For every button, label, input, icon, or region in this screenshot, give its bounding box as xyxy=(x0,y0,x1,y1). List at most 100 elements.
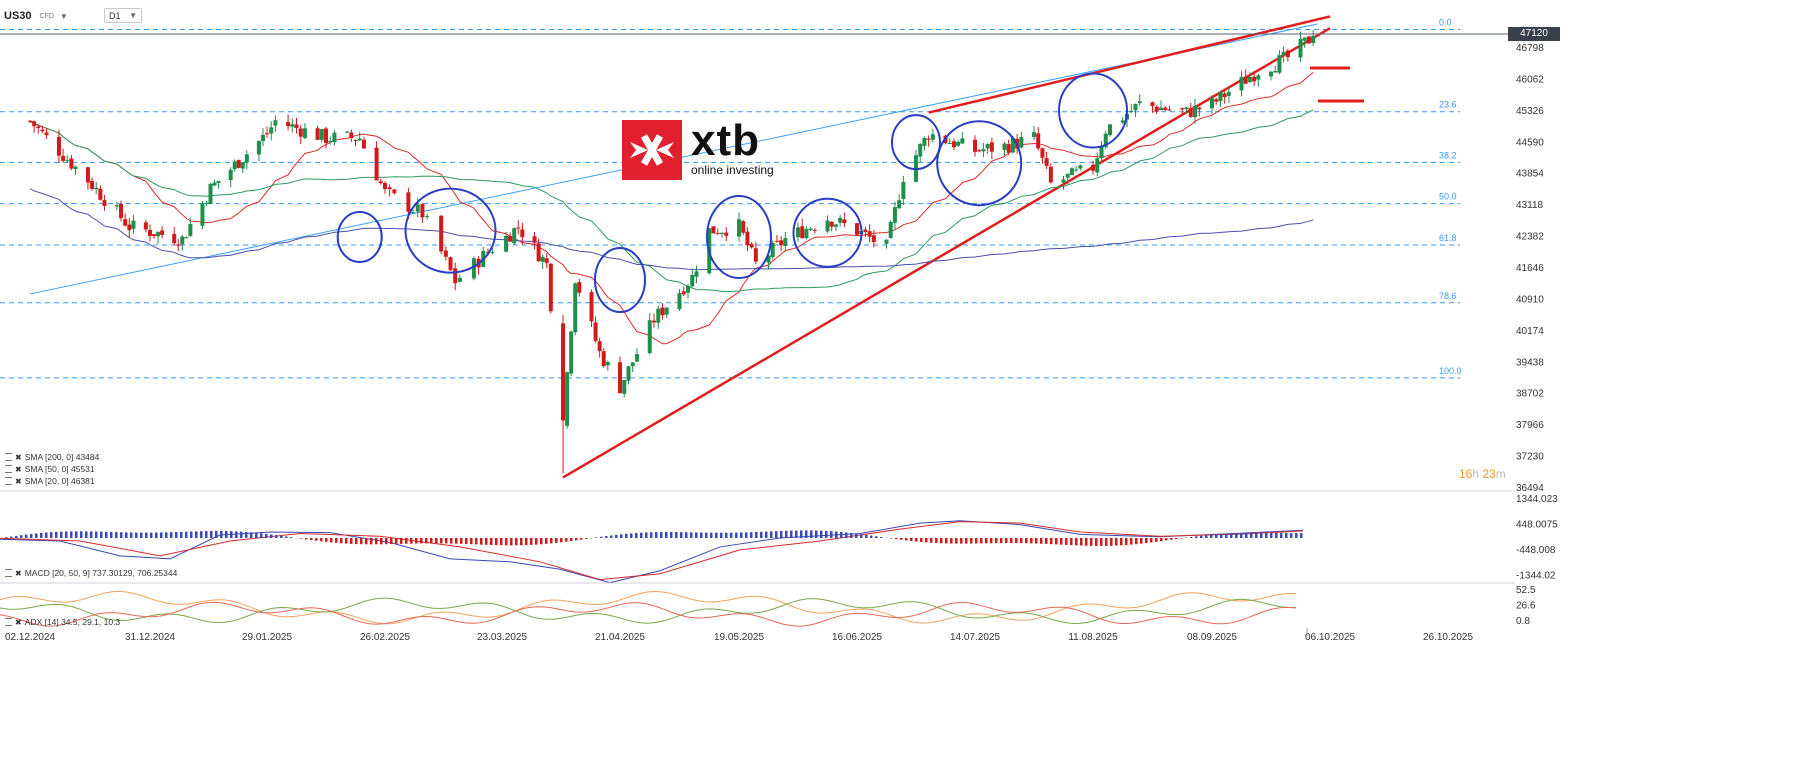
symbol-name: US30 xyxy=(4,10,32,22)
macd-histogram-bar xyxy=(485,538,488,545)
close-icon[interactable]: ✖ xyxy=(15,452,22,462)
candle-body xyxy=(1210,98,1214,109)
fib-level-label: 78.6 xyxy=(1439,291,1457,301)
macd-histogram-bar xyxy=(990,538,993,544)
indicator-sma200[interactable]: ✖ SMA [200, 0] 43484 xyxy=(5,452,99,462)
candle-body xyxy=(573,283,578,333)
sma200-line xyxy=(29,188,1314,271)
timer-hours-unit: h xyxy=(1472,467,1480,481)
macd-histogram-bar xyxy=(585,538,588,539)
candle-body xyxy=(1226,91,1231,96)
indicator-macd[interactable]: ✖ MACD [20, 50, 9] 737.30129, 706.25344 xyxy=(5,568,177,578)
adx-y-tick: 0.8 xyxy=(1516,616,1530,627)
macd-histogram-bar xyxy=(1140,538,1143,544)
macd-histogram-bar xyxy=(140,532,143,539)
macd-histogram-bar xyxy=(905,538,908,541)
macd-histogram-bar xyxy=(980,538,983,544)
candle-body xyxy=(1306,36,1311,44)
candle-body xyxy=(411,212,416,214)
macd-histogram-bar xyxy=(365,538,368,545)
macd-histogram-bar xyxy=(1225,533,1228,539)
macd-histogram-bar xyxy=(715,532,718,539)
macd-histogram-bar xyxy=(440,538,443,544)
macd-histogram-bar xyxy=(25,534,28,539)
macd-histogram-bar xyxy=(1035,538,1038,544)
candle-body xyxy=(918,143,923,157)
indicator-sma20[interactable]: ✖ SMA [20, 0] 46381 xyxy=(5,476,95,486)
candle-body xyxy=(977,150,982,152)
macd-histogram-bar xyxy=(1205,535,1208,539)
candle-body xyxy=(593,322,598,341)
close-icon[interactable]: ✖ xyxy=(15,617,22,627)
candle-body xyxy=(577,282,582,293)
candle-body xyxy=(85,167,90,183)
macd-histogram-bar xyxy=(105,531,108,539)
candle-body xyxy=(1065,173,1070,178)
macd-histogram-bar xyxy=(60,531,63,539)
macd-histogram-bar xyxy=(975,538,978,544)
indicator-sma50[interactable]: ✖ SMA [50, 0] 45531 xyxy=(5,464,95,474)
indicator-settings-icon[interactable] xyxy=(5,618,12,626)
macd-histogram-bar xyxy=(1100,538,1103,546)
candle-body xyxy=(677,293,682,310)
macd-histogram-bar xyxy=(315,538,318,541)
macd-histogram-bar xyxy=(65,531,68,539)
candle-body xyxy=(1193,105,1197,118)
macd-histogram-bar xyxy=(410,538,413,544)
macd-histogram-bar xyxy=(770,531,773,539)
macd-histogram-bar xyxy=(895,538,898,540)
macd-histogram-bar xyxy=(415,538,418,544)
macd-histogram-bar xyxy=(675,532,678,539)
indicator-settings-icon[interactable] xyxy=(5,477,12,485)
chevron-down-icon[interactable]: ▼ xyxy=(129,11,137,20)
candle-body xyxy=(686,285,690,293)
candle-body xyxy=(1252,76,1257,82)
macd-histogram-bar xyxy=(755,531,758,539)
candle-body xyxy=(783,238,788,246)
candle-body xyxy=(947,142,952,144)
macd-histogram-bar xyxy=(1155,538,1158,542)
macd-histogram-bar xyxy=(780,530,783,538)
macd-histogram-bar xyxy=(1235,533,1238,539)
macd-histogram-bar xyxy=(740,532,743,538)
close-icon[interactable]: ✖ xyxy=(15,464,22,474)
macd-histogram-bar xyxy=(950,538,953,544)
symbol-sub: CFD xyxy=(39,12,54,20)
macd-histogram-bar xyxy=(730,532,733,539)
macd-histogram-bar xyxy=(810,530,813,538)
macd-line xyxy=(0,520,1304,584)
macd-histogram-bar xyxy=(30,533,33,539)
adx-panel xyxy=(0,590,1297,627)
sma50-line xyxy=(29,109,1314,293)
macd-histogram-bar xyxy=(665,532,668,539)
indicator-settings-icon[interactable] xyxy=(5,465,12,473)
macd-histogram-bar xyxy=(825,530,828,538)
candle-body xyxy=(40,129,45,132)
macd-histogram-bar xyxy=(70,531,73,538)
macd-histogram-bar xyxy=(620,534,623,538)
indicator-label: SMA [50, 0] 45531 xyxy=(24,464,95,474)
indicator-adx[interactable]: ✖ ADX [14] 34.5, 29.1, 10.3 xyxy=(5,617,120,627)
chevron-down-icon[interactable]: ▼ xyxy=(59,11,68,21)
candle-body xyxy=(892,207,897,223)
close-icon[interactable]: ✖ xyxy=(15,476,22,486)
macd-histogram-bar xyxy=(830,531,833,538)
candle-body xyxy=(589,292,594,322)
candle-body xyxy=(1074,169,1079,171)
macd-histogram-bar xyxy=(865,534,868,539)
indicator-settings-icon[interactable] xyxy=(5,569,12,577)
indicator-label: ADX [14] 34.5, 29.1, 10.3 xyxy=(24,617,121,627)
indicator-settings-icon[interactable] xyxy=(5,453,12,461)
candle-body xyxy=(123,219,128,226)
timeframe-selector[interactable]: D1 ▼ xyxy=(104,8,142,23)
macd-histogram-bar xyxy=(1110,538,1113,546)
candle-body xyxy=(1247,77,1252,83)
y-tick-label: 42382 xyxy=(1516,232,1544,243)
macd-histogram-bar xyxy=(370,538,373,545)
macd-histogram-bar xyxy=(505,538,508,546)
candle-body xyxy=(741,221,746,233)
macd-histogram-bar xyxy=(45,532,48,539)
close-icon[interactable]: ✖ xyxy=(15,568,22,578)
symbol-selector[interactable]: US30 CFD ▼ xyxy=(4,7,68,25)
